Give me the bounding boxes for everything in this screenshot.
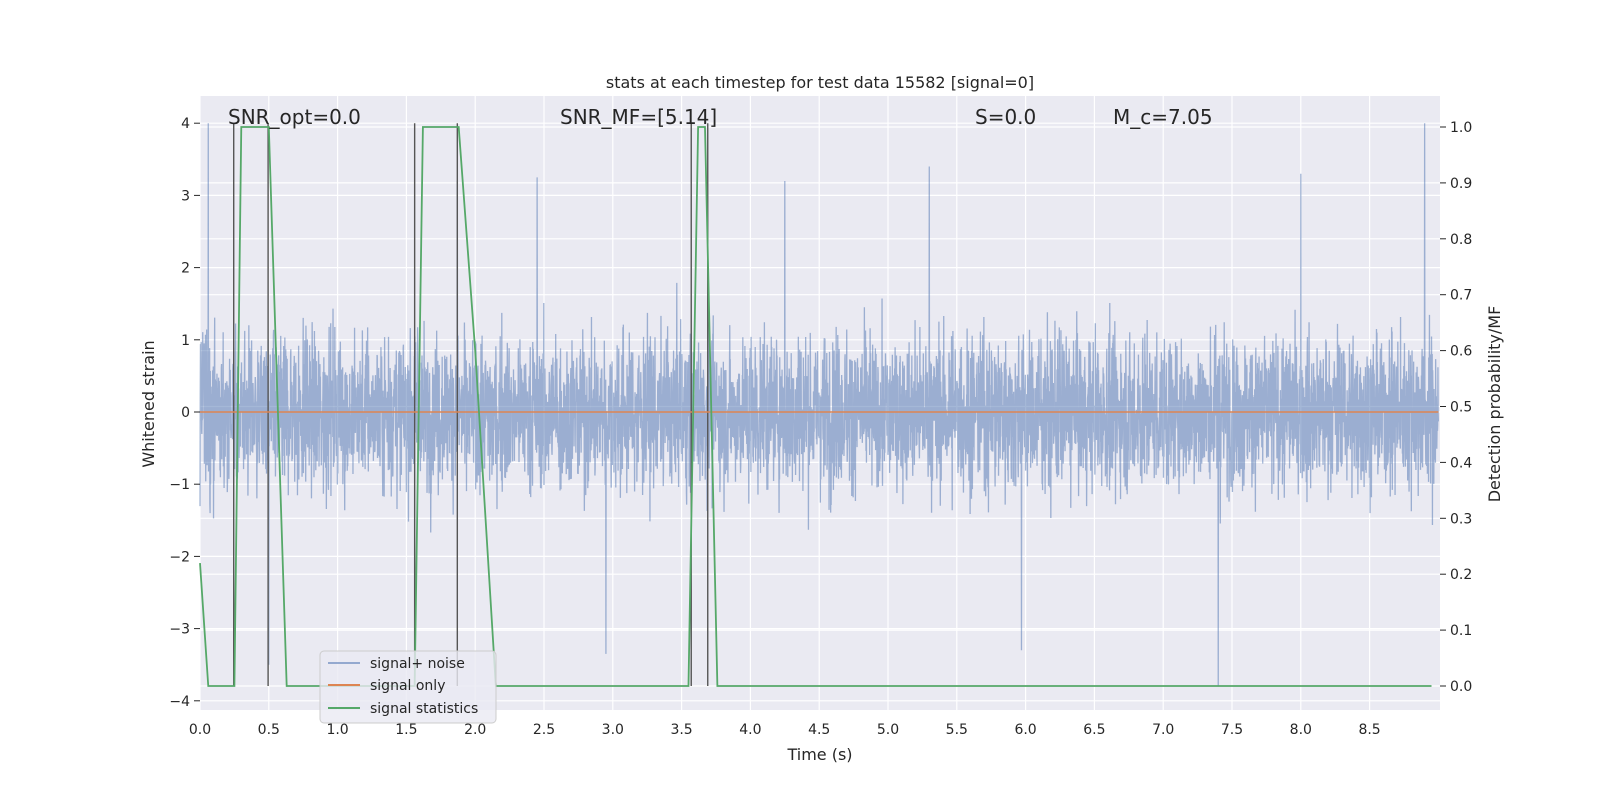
y-axis-label-right: Detection probability/MF [1485, 306, 1504, 503]
x-axis-label: Time (s) [786, 745, 852, 764]
y-right-tick-label: 1.0 [1450, 120, 1472, 136]
y-right-tick-label: 0.5 [1450, 400, 1472, 416]
detection-vlines [233, 123, 709, 686]
x-tick-label: 2.0 [464, 722, 486, 738]
y-right-tick-label: 0.1 [1450, 623, 1472, 639]
y-tick-label: 3 [181, 188, 190, 204]
y-right-tick-label: 0.8 [1450, 232, 1472, 248]
y-right-tick-label: 0.0 [1450, 679, 1472, 695]
signal-noise-series [199, 123, 1440, 687]
signal-noise-line [199, 123, 1440, 687]
legend-label-signal-statistics: signal statistics [370, 701, 478, 717]
x-ticks: 0.0 0.5 1.0 1.5 2.0 2.5 3.0 3.5 4.0 4.5 5.0 5.5 6.0 6… [189, 722, 1381, 738]
x-tick-label: 1.0 [326, 722, 348, 738]
legend-label-signal-noise: signal+ noise [370, 656, 465, 672]
y-tick-label: 2 [181, 261, 190, 277]
series-overlay [199, 126, 1439, 687]
chart-title: stats at each timestep for test data 155… [606, 73, 1034, 92]
y-tick-label: 1 [181, 333, 190, 349]
x-tick-label: 3.5 [670, 722, 692, 738]
x-tick-label: 5.0 [877, 722, 899, 738]
y-tick-label: −4 [169, 694, 190, 710]
annotation-s: S=0.0 [975, 105, 1036, 129]
x-tick-label: 5.5 [946, 722, 968, 738]
x-tick-label: 0.5 [258, 722, 280, 738]
x-tick-label: 3.0 [602, 722, 624, 738]
x-tick-label: 7.5 [1221, 722, 1243, 738]
x-tick-label: 1.5 [395, 722, 417, 738]
y-right-tick-label: 0.6 [1450, 344, 1472, 360]
y-right-tick-label: 0.3 [1450, 511, 1472, 527]
y-tick-label: −3 [169, 622, 190, 638]
y-tick-label: −2 [169, 549, 190, 565]
y-tick-label: 0 [181, 405, 190, 421]
annotation-snr-opt: SNR_opt=0.0 [228, 105, 361, 129]
x-tick-label: 4.0 [739, 722, 761, 738]
y-tick-label: −1 [169, 477, 190, 493]
y-ticks: 4 3 2 1 0 −1 −2 −3 −4 [169, 116, 200, 710]
annotation-snr-mf: SNR_MF=[5.14] [560, 105, 717, 129]
legend-label-signal-only: signal only [370, 678, 445, 694]
legend-box [319, 650, 497, 724]
y-right-tick-label: 0.2 [1450, 567, 1472, 583]
legend: signal+ noise signal only signal statist… [319, 650, 497, 724]
y-ticks-right: 1.0 0.9 0.8 0.7 0.6 0.5 0.4 0.3 0.2 0.1 0.0 [1440, 120, 1472, 695]
x-tick-label: 8.0 [1290, 722, 1312, 738]
x-tick-label: 6.0 [1014, 722, 1036, 738]
x-tick-label: 7.0 [1152, 722, 1174, 738]
y-right-tick-label: 0.7 [1450, 288, 1472, 304]
y-tick-label: 4 [181, 116, 190, 132]
y-axis-label: Whitened strain [139, 340, 158, 467]
annotation-mc: M_c=7.05 [1113, 105, 1213, 129]
x-tick-label: 2.5 [533, 722, 555, 738]
x-tick-label: 4.5 [808, 722, 830, 738]
signal-statistics-line [199, 126, 1432, 687]
x-tick-label: 8.5 [1358, 722, 1380, 738]
x-tick-label: 6.5 [1083, 722, 1105, 738]
x-tick-label: 0.0 [189, 722, 211, 738]
y-right-tick-label: 0.4 [1450, 455, 1472, 471]
y-right-tick-label: 0.9 [1450, 176, 1472, 192]
